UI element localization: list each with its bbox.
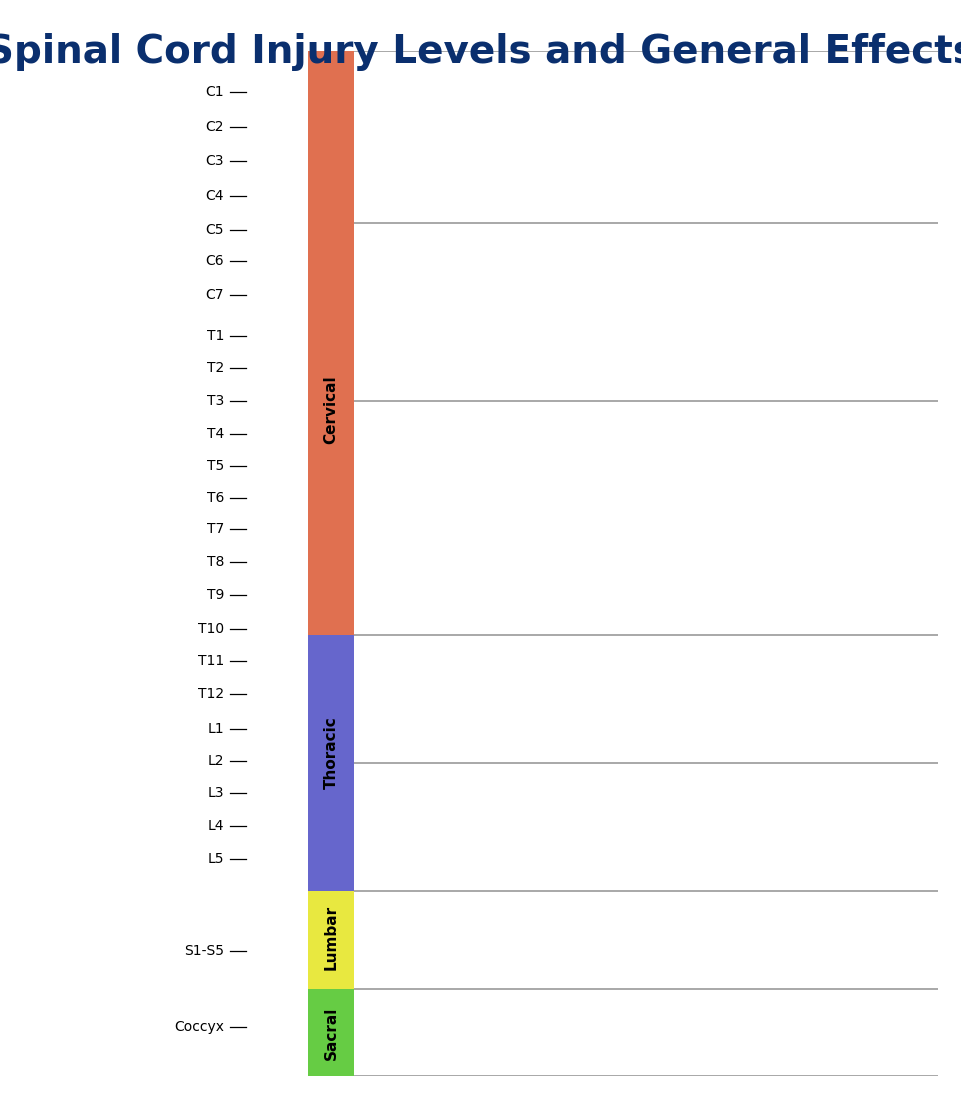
Text: T3: T3 (207, 394, 224, 408)
Text: T9: T9 (207, 589, 224, 602)
Text: C5: C5 (206, 223, 224, 237)
Text: C6: C6 (206, 254, 224, 268)
Text: T5: T5 (207, 459, 224, 473)
Text: Sacral: Sacral (323, 1006, 338, 1060)
Text: Coccyx: Coccyx (174, 1020, 224, 1034)
Text: T10: T10 (198, 621, 224, 636)
Text: C2: C2 (206, 121, 224, 134)
Text: T4: T4 (207, 427, 224, 441)
Text: Thoracic: Thoracic (323, 717, 338, 789)
Text: L3: L3 (208, 786, 224, 800)
Text: T11: T11 (198, 653, 224, 668)
Text: C4: C4 (206, 189, 224, 203)
Text: L1: L1 (208, 722, 224, 737)
Text: L5: L5 (208, 852, 224, 865)
Text: C7: C7 (206, 288, 224, 302)
Text: Spinal Cord Injury Levels and General Effects: Spinal Cord Injury Levels and General Ef… (0, 33, 961, 71)
Text: C3: C3 (206, 154, 224, 168)
Text: Cervical: Cervical (323, 376, 338, 444)
Text: T12: T12 (198, 686, 224, 701)
Text: C1: C1 (206, 85, 224, 99)
Text: T2: T2 (207, 361, 224, 376)
Text: S1-S5: S1-S5 (184, 944, 224, 957)
Text: T7: T7 (207, 523, 224, 537)
Text: L2: L2 (208, 754, 224, 769)
Text: L4: L4 (208, 819, 224, 832)
Text: Lumbar: Lumbar (323, 905, 338, 971)
Text: T6: T6 (207, 491, 224, 505)
Text: T8: T8 (207, 556, 224, 569)
Text: T1: T1 (207, 328, 224, 343)
